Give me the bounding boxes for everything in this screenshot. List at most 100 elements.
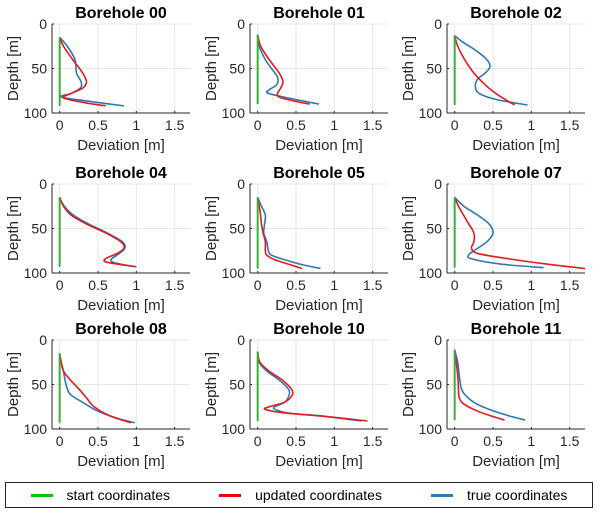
y-tick-label: 100 (24, 265, 48, 281)
y-tick-label: 100 (24, 105, 48, 121)
series-updated-coordinates (453, 197, 586, 270)
panel-borehole-00: 0 0.5 1 1.5 0 50 100 Deviation [m] Depth [m] Bore… (5, 5, 190, 154)
x-axis-label: Deviation [m] (275, 297, 363, 314)
legend-item-updated: updated coordinates (219, 487, 382, 503)
x-tick-label: 1 (330, 433, 338, 449)
panel-title: Borehole 08 (75, 321, 167, 338)
x-axis-label: Deviation [m] (472, 137, 560, 154)
panel-title: Borehole 10 (273, 321, 365, 338)
x-axis-label: Deviation [m] (275, 137, 363, 154)
x-tick-label: 0.5 (286, 117, 306, 133)
x-tick-label: 0.5 (483, 277, 503, 293)
series-updated-coordinates (58, 353, 132, 424)
panel-title: Borehole 02 (470, 5, 562, 22)
panel-title: Borehole 04 (75, 165, 167, 182)
series-updated-coordinates (256, 197, 303, 270)
y-axis-label: Depth [m] (203, 36, 220, 101)
x-tick-label: 0.5 (88, 433, 108, 449)
x-tick-label: 0 (254, 433, 262, 449)
legend-item-true: true coordinates (431, 487, 567, 503)
series-updated-coordinates (58, 37, 106, 107)
y-axis-label: Depth [m] (5, 196, 22, 261)
x-tick-label: 0.5 (286, 433, 306, 449)
x-tick-label: 1 (132, 277, 140, 293)
x-tick-label: 0.5 (88, 117, 108, 133)
x-tick-label: 0.5 (483, 433, 503, 449)
legend-swatch-true (431, 493, 454, 497)
y-axis-label: Depth [m] (203, 196, 220, 261)
y-tick-label: 100 (222, 105, 246, 121)
y-tick-label: 50 (31, 221, 47, 237)
y-tick-label: 50 (426, 221, 442, 237)
series-updated-coordinates (256, 351, 368, 422)
x-tick-label: 1.5 (560, 433, 580, 449)
series-true-coordinates (453, 349, 526, 421)
x-tick-label: 1.5 (165, 433, 185, 449)
x-axis-label: Deviation [m] (77, 137, 165, 154)
y-tick-label: 100 (419, 105, 443, 121)
y-tick-label: 50 (426, 377, 442, 393)
panel-borehole-10: 0 0.5 1 1.5 0 50 100 Deviation [m] Depth [m] Bore… (203, 321, 388, 470)
legend-swatch-start (30, 493, 53, 497)
x-tick-label: 0 (56, 433, 64, 449)
y-tick-label: 0 (434, 332, 442, 348)
y-tick-label: 0 (237, 176, 245, 192)
y-tick-label: 0 (237, 16, 245, 32)
y-tick-label: 0 (434, 16, 442, 32)
x-tick-label: 0.5 (88, 277, 108, 293)
x-tick-label: 0 (451, 433, 459, 449)
y-axis-label: Depth [m] (400, 352, 417, 417)
x-tick-label: 1.5 (560, 277, 580, 293)
x-tick-label: 1 (527, 117, 535, 133)
y-tick-label: 50 (426, 61, 442, 77)
x-tick-label: 1 (132, 433, 140, 449)
y-tick-label: 0 (39, 176, 47, 192)
panel-borehole-07: 0 0.5 1 1.5 0 50 100 Deviation [m] Depth [m] Bore… (400, 165, 586, 314)
panel-borehole-02: 0 0.5 1 1.5 0 50 100 Deviation [m] Depth [m] Bore… (400, 5, 585, 154)
y-tick-label: 100 (222, 265, 246, 281)
series-updated-coordinates (453, 349, 505, 421)
y-tick-label: 0 (39, 332, 47, 348)
x-tick-label: 1 (527, 433, 535, 449)
x-axis-label: Deviation [m] (77, 453, 165, 470)
y-tick-label: 0 (39, 16, 47, 32)
panel-title: Borehole 07 (470, 165, 562, 182)
panel-title: Borehole 00 (75, 5, 167, 22)
series-updated-coordinates (453, 35, 515, 106)
x-tick-label: 0 (56, 277, 64, 293)
panel-title: Borehole 05 (273, 165, 365, 182)
y-tick-label: 50 (31, 61, 47, 77)
x-tick-label: 1 (132, 117, 140, 133)
panel-borehole-08: 0 0.5 1 1.5 0 50 100 Deviation [m] Depth [m] Bore… (5, 321, 190, 470)
y-tick-label: 50 (229, 377, 245, 393)
x-tick-label: 1.5 (165, 277, 185, 293)
series-true-coordinates (454, 34, 528, 106)
y-tick-label: 50 (31, 377, 47, 393)
x-tick-label: 1.5 (363, 433, 383, 449)
y-tick-label: 50 (229, 61, 245, 77)
panel-borehole-11: 0 0.5 1 1.5 0 50 100 Deviation [m] Depth [m] Bore… (400, 321, 585, 470)
y-axis-label: Depth [m] (400, 196, 417, 261)
x-axis-label: Deviation [m] (472, 453, 560, 470)
legend-label-true: true coordinates (467, 487, 568, 503)
legend-swatch-updated (219, 493, 242, 497)
series-true-coordinates (256, 197, 321, 270)
y-tick-label: 100 (24, 421, 48, 437)
y-tick-label: 0 (434, 176, 442, 192)
legend-label-updated: updated coordinates (255, 487, 382, 503)
series-updated-coordinates (58, 197, 137, 268)
series-true-coordinates (58, 196, 135, 268)
legend-label-start: start coordinates (66, 487, 171, 503)
x-tick-label: 0 (451, 117, 459, 133)
x-tick-label: 1 (330, 117, 338, 133)
x-tick-label: 0 (56, 117, 64, 133)
y-axis-label: Depth [m] (5, 352, 22, 417)
x-tick-label: 0 (254, 277, 262, 293)
legend-item-start: start coordinates (30, 487, 171, 503)
series-true-coordinates (58, 353, 135, 424)
panel-title: Borehole 11 (471, 321, 562, 338)
y-tick-label: 100 (419, 265, 443, 281)
panel-borehole-01: 0 0.5 1 1.5 0 50 100 Deviation [m] Depth [m] Bore… (203, 5, 388, 154)
x-tick-label: 1.5 (560, 117, 580, 133)
